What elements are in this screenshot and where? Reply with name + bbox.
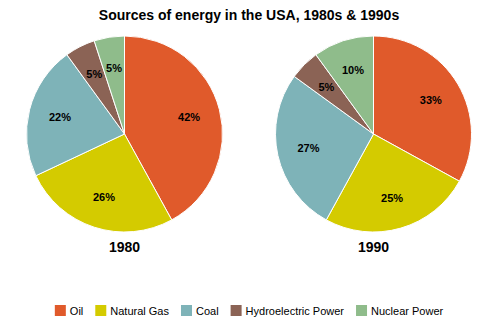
legend-swatch <box>231 305 242 316</box>
legend-item: Nuclear Power <box>356 305 443 317</box>
legend-item: Coal <box>181 305 219 317</box>
legend-label: Oil <box>70 305 83 317</box>
legend-item: Natural Gas <box>95 305 169 317</box>
data-label: 5% <box>106 62 122 74</box>
data-label: 5% <box>86 68 102 80</box>
data-label: 42% <box>178 111 200 123</box>
legend-swatch <box>95 305 106 316</box>
legend-label: Nuclear Power <box>371 305 443 317</box>
pie-title: 1980 <box>109 239 140 255</box>
legend-label: Natural Gas <box>110 305 169 317</box>
pie-slice <box>27 55 125 176</box>
legend: Oil Natural Gas Coal Hydroelectric Power Nuc… <box>55 305 444 317</box>
data-label: 26% <box>93 191 115 203</box>
data-label: 27% <box>297 142 319 154</box>
legend-item: Hydroelectric Power <box>231 305 345 317</box>
legend-swatch <box>55 305 66 316</box>
data-label: 5% <box>318 81 334 93</box>
title: Sources of energy in the USA, 1980s & 19… <box>99 7 400 23</box>
data-label: 33% <box>420 94 442 106</box>
legend-label: Hydroelectric Power <box>246 305 345 317</box>
chart: Sources of energy in the USA, 1980s & 19… <box>0 0 498 327</box>
legend-swatch <box>181 305 192 316</box>
pie: 33% 25% 27% 5% 10% <box>275 36 471 232</box>
data-label: 22% <box>49 111 71 123</box>
pie-slice <box>94 36 124 134</box>
legend-item: Oil <box>55 305 83 317</box>
pie-title: 1990 <box>358 239 389 255</box>
legend-label: Coal <box>196 305 219 317</box>
pie: 42% 26% 22% 5% 5% <box>27 36 223 232</box>
pie-slice <box>316 36 374 134</box>
data-label: 10% <box>342 64 364 76</box>
data-label: 25% <box>381 192 403 204</box>
legend-swatch <box>356 305 367 316</box>
